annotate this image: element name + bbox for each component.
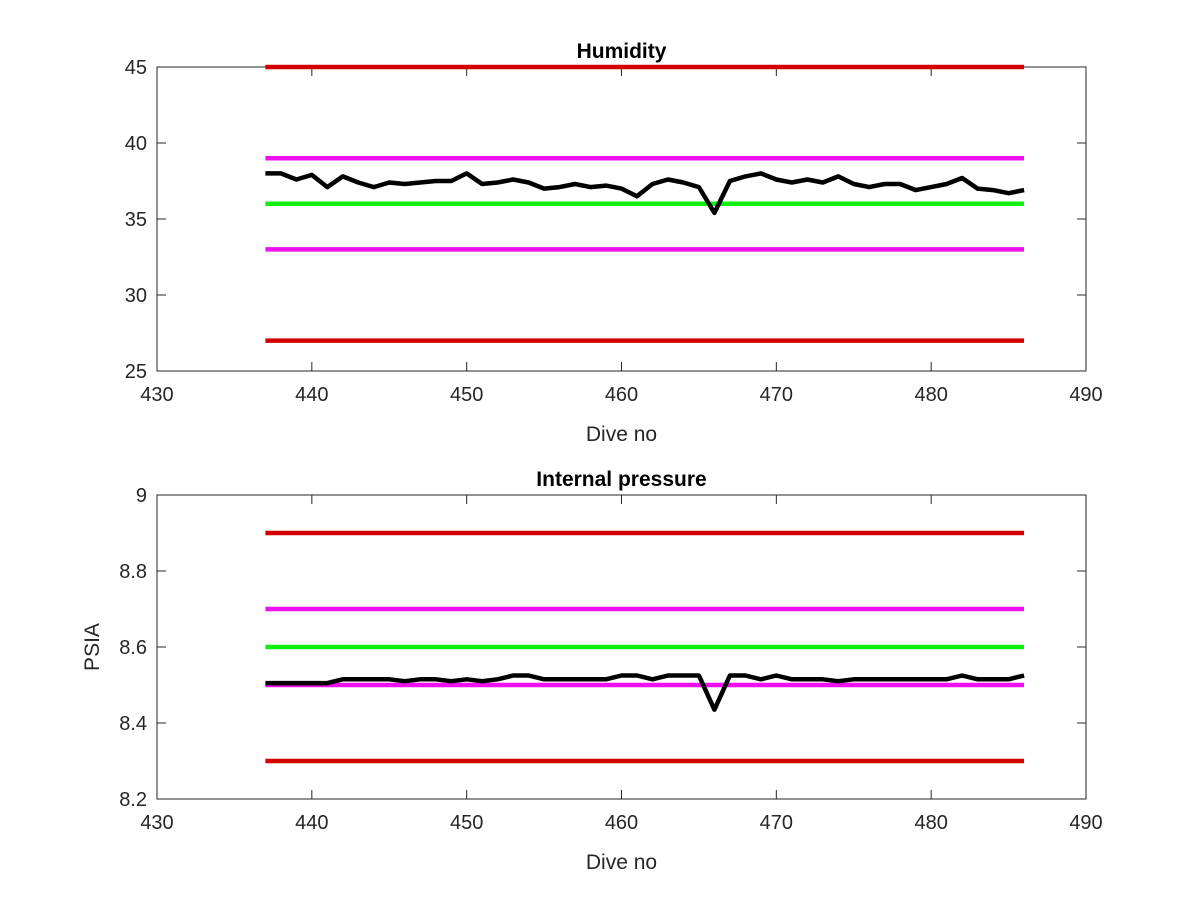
x-tick-label: 480 bbox=[914, 812, 947, 834]
chart-title: Humidity bbox=[577, 40, 667, 63]
y-tick-label: 8.8 bbox=[119, 561, 147, 583]
y-axis-label: PSIA bbox=[81, 623, 104, 671]
x-tick-label: 450 bbox=[450, 384, 483, 406]
chart-panel-1: 430 440 450 460 470 480 490 25 30 35 40 45 Humidity D… bbox=[125, 40, 1103, 446]
x-tick-label: 450 bbox=[450, 812, 483, 834]
y-tick-label: 30 bbox=[125, 285, 147, 307]
x-tick-label: 440 bbox=[295, 384, 328, 406]
y-tick-label: 25 bbox=[125, 361, 147, 383]
x-tick-label: 480 bbox=[914, 384, 947, 406]
x-tick-label: 470 bbox=[760, 812, 793, 834]
x-axis-label: Dive no bbox=[586, 423, 657, 446]
x-tick-label: 460 bbox=[605, 812, 638, 834]
x-tick-label: 490 bbox=[1069, 384, 1102, 406]
y-tick-label: 45 bbox=[125, 57, 147, 79]
x-tick-label: 440 bbox=[295, 812, 328, 834]
x-tick-label: 430 bbox=[140, 812, 173, 834]
y-tick-label: 8.6 bbox=[119, 637, 147, 659]
x-tick-label: 490 bbox=[1069, 812, 1102, 834]
y-tick-label: 9 bbox=[136, 485, 147, 507]
plot-area bbox=[156, 66, 1087, 372]
y-tick-label: 40 bbox=[125, 133, 147, 155]
y-tick-label: 8.2 bbox=[119, 789, 147, 811]
data-series-line-1 bbox=[265, 673, 1025, 712]
chart-title: Internal pressure bbox=[536, 468, 706, 491]
y-tick-label: 35 bbox=[125, 209, 147, 231]
x-axis-label: Dive no bbox=[586, 851, 657, 874]
x-tick-label: 430 bbox=[140, 384, 173, 406]
x-tick-label: 470 bbox=[760, 384, 793, 406]
data-series-line-1 bbox=[265, 171, 1025, 216]
y-tick-label: 8.4 bbox=[119, 713, 147, 735]
x-tick-label: 460 bbox=[605, 384, 638, 406]
chart-panel-2: 430 440 450 460 470 480 490 8.2 8.4 8.6 8.8 9 Intern… bbox=[81, 468, 1103, 874]
